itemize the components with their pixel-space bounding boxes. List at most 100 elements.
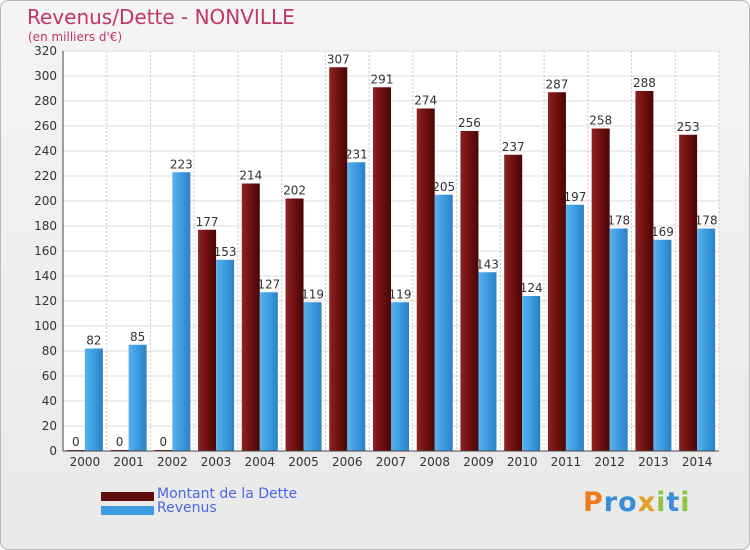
- logo-letter: t: [666, 487, 681, 518]
- data-label-revenue-2007: 119: [389, 287, 412, 301]
- logo-letter: i: [680, 487, 691, 518]
- data-label-revenue-2000: 82: [86, 334, 101, 348]
- data-label-debt-2013: 288: [633, 76, 656, 90]
- x-tick-label-2005: 2005: [288, 455, 319, 469]
- y-tick-label-160: 160: [34, 244, 57, 258]
- chart-title: Revenus/Dette - NONVILLE: [27, 5, 295, 29]
- bar-debt-2003: [198, 229, 217, 451]
- legend-label-debt: Montant de la Dette: [157, 486, 298, 502]
- y-tick-label-280: 280: [34, 94, 57, 108]
- bar-revenue-2003: [216, 259, 235, 451]
- y-tick-label-300: 300: [34, 69, 57, 83]
- data-label-revenue-2004: 127: [257, 277, 280, 291]
- y-tick-label-200: 200: [34, 194, 57, 208]
- legend-label-revenue: Revenus: [157, 500, 217, 516]
- y-tick-label-180: 180: [34, 219, 57, 233]
- x-tick-label-2010: 2010: [507, 455, 538, 469]
- bar-revenue-2002: [172, 172, 191, 451]
- data-label-debt-2000: 0: [72, 435, 80, 449]
- bar-revenue-2013: [653, 239, 672, 451]
- y-tick-label-120: 120: [34, 294, 57, 308]
- data-label-debt-2001: 0: [116, 435, 124, 449]
- x-tick-label-2006: 2006: [332, 455, 363, 469]
- data-label-debt-2003: 177: [196, 215, 219, 229]
- x-tick-label-2001: 2001: [113, 455, 144, 469]
- data-label-revenue-2002: 223: [170, 157, 193, 171]
- data-label-debt-2006: 307: [327, 52, 350, 66]
- bar-revenue-2011: [565, 204, 584, 451]
- bar-debt-2014: [679, 134, 698, 451]
- y-tick-label-40: 40: [42, 394, 57, 408]
- chart-subtitle: (en milliers d'€): [28, 30, 123, 44]
- bar-revenue-2006: [347, 162, 366, 451]
- y-tick-label-20: 20: [42, 419, 57, 433]
- data-label-debt-2004: 214: [239, 169, 262, 183]
- legend-swatch-debt: [101, 492, 154, 501]
- bar-debt-2009: [460, 131, 479, 451]
- y-tick-label-140: 140: [34, 269, 57, 283]
- bar-debt-2007: [373, 87, 391, 451]
- bar-revenue-2010: [522, 296, 541, 451]
- logo-letter: r: [603, 487, 619, 518]
- data-label-debt-2010: 237: [502, 140, 525, 154]
- bar-revenue-2009: [478, 272, 497, 451]
- x-tick-label-2013: 2013: [638, 455, 669, 469]
- proxiti-logo: Proxiti: [583, 487, 691, 518]
- bar-revenue-2008: [434, 194, 453, 451]
- logo-letter: P: [583, 487, 604, 518]
- logo-letter: x: [637, 487, 657, 518]
- x-tick-label-2003: 2003: [201, 455, 232, 469]
- data-label-revenue-2003: 153: [214, 245, 237, 259]
- data-label-revenue-2014: 178: [695, 214, 718, 228]
- data-label-debt-2002: 0: [160, 435, 168, 449]
- logo-letter: i: [656, 487, 667, 518]
- bar-debt-2012: [591, 128, 610, 451]
- bar-debt-2011: [547, 92, 566, 451]
- legend-swatch-revenue: [101, 506, 154, 515]
- y-tick-label-80: 80: [42, 344, 57, 358]
- bar-debt-2005: [285, 198, 304, 451]
- x-tick-label-2012: 2012: [594, 455, 625, 469]
- bar-debt-2008: [416, 108, 435, 451]
- y-tick-label-260: 260: [34, 119, 57, 133]
- bar-debt-2006: [329, 67, 348, 451]
- x-tick-label-2008: 2008: [419, 455, 450, 469]
- data-label-debt-2014: 253: [677, 120, 700, 134]
- bar-revenue-2012: [609, 228, 628, 451]
- y-tick-label-320: 320: [34, 44, 57, 58]
- bar-revenue-2000: [84, 348, 103, 451]
- y-tick-label-0: 0: [49, 444, 57, 458]
- y-tick-label-240: 240: [34, 144, 57, 158]
- y-tick-label-220: 220: [34, 169, 57, 183]
- bar-revenue-2005: [303, 302, 322, 451]
- bar-debt-2013: [635, 91, 654, 451]
- x-tick-label-2014: 2014: [682, 455, 713, 469]
- x-tick-label-2011: 2011: [551, 455, 582, 469]
- logo-letter: o: [618, 487, 638, 518]
- y-tick-label-60: 60: [42, 369, 57, 383]
- bar-debt-2004: [241, 183, 260, 451]
- data-label-debt-2007: 291: [371, 72, 394, 86]
- x-tick-label-2009: 2009: [463, 455, 494, 469]
- data-label-debt-2005: 202: [283, 184, 306, 198]
- bar-revenue-2014: [697, 228, 716, 451]
- bar-revenue-2001: [128, 344, 147, 451]
- data-label-debt-2011: 287: [545, 77, 568, 91]
- data-label-revenue-2009: 143: [476, 257, 499, 271]
- data-label-debt-2008: 274: [414, 94, 437, 108]
- data-label-revenue-2006: 231: [345, 147, 368, 161]
- data-label-revenue-2005: 119: [301, 287, 324, 301]
- x-tick-label-2000: 2000: [70, 455, 101, 469]
- x-tick-label-2002: 2002: [157, 455, 188, 469]
- data-label-revenue-2010: 124: [520, 281, 543, 295]
- x-tick-label-2007: 2007: [376, 455, 407, 469]
- data-label-revenue-2013: 169: [651, 225, 674, 239]
- bar-revenue-2007: [391, 302, 409, 451]
- bar-debt-2010: [504, 154, 523, 451]
- data-label-revenue-2001: 85: [130, 330, 145, 344]
- x-tick-label-2004: 2004: [245, 455, 276, 469]
- data-label-revenue-2008: 205: [432, 180, 455, 194]
- data-label-debt-2012: 258: [589, 114, 612, 128]
